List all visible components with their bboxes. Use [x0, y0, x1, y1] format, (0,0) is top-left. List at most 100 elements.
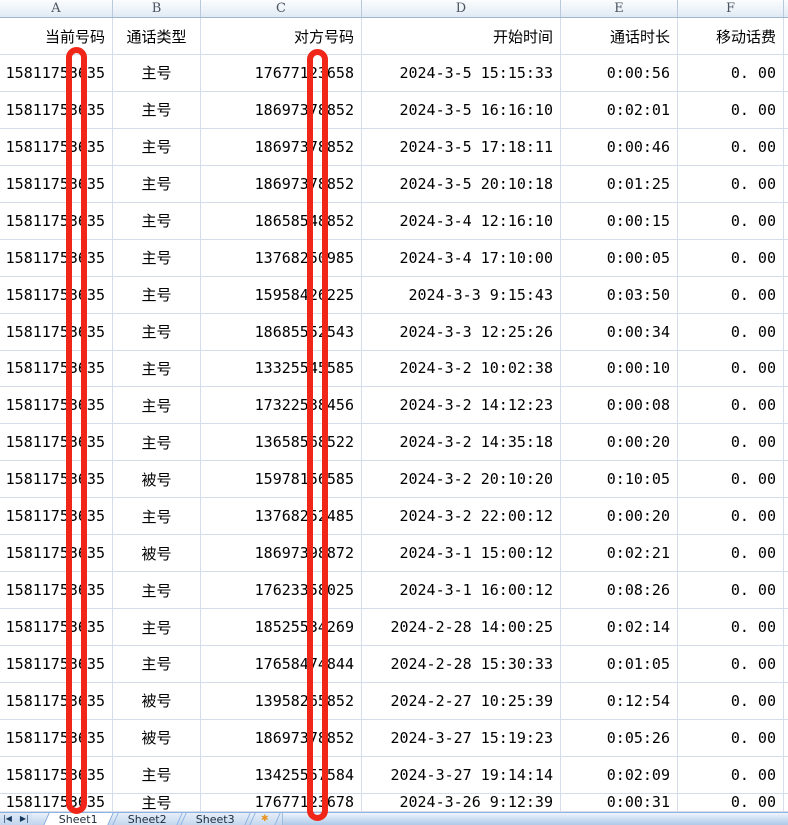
cell-start-time[interactable]: 2024-3-4 12:16:10	[362, 202, 561, 240]
cell-duration[interactable]: 0:00:20	[561, 424, 678, 462]
cell-current-number[interactable]: 15811753635	[0, 646, 113, 683]
cell-current-number[interactable]: 15811753635	[0, 202, 113, 240]
cell-start-time[interactable]: 2024-3-27 15:19:23	[362, 719, 561, 757]
cell-fee[interactable]: 0. 00	[678, 313, 784, 351]
cell-duration[interactable]: 0:00:56	[561, 55, 678, 92]
cell-start-time[interactable]: 2024-3-5 16:16:10	[362, 91, 561, 129]
cell-start-time[interactable]: 2024-3-2 14:12:23	[362, 387, 561, 425]
cell-other-number[interactable]: 13958265852	[201, 682, 362, 720]
cell-other-number[interactable]: 17658474844	[201, 646, 362, 683]
cell-duration[interactable]: 0:00:31	[561, 793, 678, 812]
tab-sheet1[interactable]: Sheet1	[43, 813, 114, 825]
cell-other-number[interactable]: 18525534269	[201, 609, 362, 646]
cell-duration[interactable]: 0:00:20	[561, 498, 678, 536]
cell-fee[interactable]: 0. 00	[678, 719, 784, 757]
cell-other-number[interactable]: 17623358025	[201, 572, 362, 610]
cell-call-type[interactable]: 主号	[113, 202, 201, 240]
cell-fee[interactable]: 0. 00	[678, 609, 784, 646]
cell-start-time[interactable]: 2024-3-2 10:02:38	[362, 350, 561, 388]
cell-fee[interactable]: 0. 00	[678, 165, 784, 203]
cell-start-time[interactable]: 2024-3-2 14:35:18	[362, 424, 561, 462]
cell-start-time[interactable]: 2024-3-5 20:10:18	[362, 165, 561, 203]
cell-start-time[interactable]: 2024-3-1 15:00:12	[362, 535, 561, 573]
cell-duration[interactable]: 0:01:05	[561, 646, 678, 683]
cell-other-number[interactable]: 18685552543	[201, 313, 362, 351]
column-header-c[interactable]: C	[201, 0, 362, 17]
cell-current-number[interactable]: 15811753635	[0, 682, 113, 720]
cell-duration[interactable]: 0:02:09	[561, 756, 678, 794]
cell-current-number[interactable]: 15811753635	[0, 719, 113, 757]
cell-start-time[interactable]: 2024-3-3 9:15:43	[362, 276, 561, 314]
cell-fee[interactable]: 0. 00	[678, 572, 784, 610]
cell-other-number[interactable]: 17677123658	[201, 55, 362, 92]
cell-current-number[interactable]: 15811753635	[0, 239, 113, 277]
cell-current-number[interactable]: 15811753635	[0, 609, 113, 646]
tab-scroll-last-icon[interactable]: ▶|	[19, 814, 29, 823]
cell-duration[interactable]: 0:02:14	[561, 609, 678, 646]
cell-duration[interactable]: 0:00:10	[561, 350, 678, 388]
cell-current-number[interactable]: 15811753635	[0, 793, 113, 812]
tab-sheet2[interactable]: Sheet2	[111, 813, 183, 825]
cell-start-time[interactable]: 2024-3-3 12:25:26	[362, 313, 561, 351]
cell-current-number[interactable]: 15811753635	[0, 350, 113, 388]
cell-other-number[interactable]: 18697378852	[201, 91, 362, 129]
cell-start-time[interactable]: 2024-3-26 9:12:39	[362, 793, 561, 812]
cell-fee[interactable]: 0. 00	[678, 350, 784, 388]
cell-other-number[interactable]: 18697378852	[201, 165, 362, 203]
cell-current-number[interactable]: 15811753635	[0, 498, 113, 536]
cell-other-number[interactable]: 13658568522	[201, 424, 362, 462]
cell-duration[interactable]: 0:10:05	[561, 461, 678, 499]
cell-other-number[interactable]: 17322538456	[201, 387, 362, 425]
cell-call-type[interactable]: 被号	[113, 535, 201, 573]
cell-duration[interactable]: 0:00:08	[561, 387, 678, 425]
field-header-start-time[interactable]: 开始时间	[362, 18, 561, 55]
cell-call-type[interactable]: 主号	[113, 313, 201, 351]
cell-other-number[interactable]: 13768250985	[201, 239, 362, 277]
cell-start-time[interactable]: 2024-3-5 15:15:33	[362, 55, 561, 92]
cell-call-type[interactable]: 主号	[113, 646, 201, 683]
horizontal-scrollbar[interactable]	[281, 813, 788, 825]
cell-current-number[interactable]: 15811753635	[0, 756, 113, 794]
cell-call-type[interactable]: 被号	[113, 719, 201, 757]
cell-start-time[interactable]: 2024-3-5 17:18:11	[362, 128, 561, 166]
cell-current-number[interactable]: 15811753635	[0, 55, 113, 92]
cell-other-number[interactable]: 18658548852	[201, 202, 362, 240]
cell-current-number[interactable]: 15811753635	[0, 128, 113, 166]
field-header-current-number[interactable]: 当前号码	[0, 18, 113, 55]
cell-current-number[interactable]: 15811753635	[0, 276, 113, 314]
cell-call-type[interactable]: 主号	[113, 55, 201, 92]
field-header-other-number[interactable]: 对方号码	[201, 18, 362, 55]
cell-call-type[interactable]: 主号	[113, 128, 201, 166]
cell-other-number[interactable]: 15978156585	[201, 461, 362, 499]
cell-other-number[interactable]: 17677123678	[201, 793, 362, 812]
cell-duration[interactable]: 0:00:05	[561, 239, 678, 277]
cell-current-number[interactable]: 15811753635	[0, 387, 113, 425]
cell-other-number[interactable]: 18697398872	[201, 535, 362, 573]
cell-fee[interactable]: 0. 00	[678, 239, 784, 277]
cell-duration[interactable]: 0:01:25	[561, 165, 678, 203]
insert-worksheet-button[interactable]: ✱	[249, 813, 281, 825]
cell-call-type[interactable]: 主号	[113, 91, 201, 129]
cell-call-type[interactable]: 主号	[113, 350, 201, 388]
cell-duration[interactable]: 0:02:21	[561, 535, 678, 573]
cell-call-type[interactable]: 主号	[113, 756, 201, 794]
cell-call-type[interactable]: 主号	[113, 239, 201, 277]
cell-call-type[interactable]: 主号	[113, 793, 201, 812]
cell-fee[interactable]: 0. 00	[678, 682, 784, 720]
cell-start-time[interactable]: 2024-3-2 22:00:12	[362, 498, 561, 536]
cell-call-type[interactable]: 主号	[113, 165, 201, 203]
cell-fee[interactable]: 0. 00	[678, 387, 784, 425]
cell-duration[interactable]: 0:00:15	[561, 202, 678, 240]
cell-call-type[interactable]: 主号	[113, 609, 201, 646]
cell-call-type[interactable]: 被号	[113, 461, 201, 499]
cell-start-time[interactable]: 2024-2-27 10:25:39	[362, 682, 561, 720]
column-header-a[interactable]: A	[0, 0, 113, 17]
column-header-f[interactable]: F	[678, 0, 784, 17]
cell-fee[interactable]: 0. 00	[678, 646, 784, 683]
cell-other-number[interactable]: 18697378852	[201, 128, 362, 166]
cell-current-number[interactable]: 15811753635	[0, 91, 113, 129]
cell-current-number[interactable]: 15811753635	[0, 572, 113, 610]
cell-current-number[interactable]: 15811753635	[0, 424, 113, 462]
cell-start-time[interactable]: 2024-2-28 14:00:25	[362, 609, 561, 646]
field-header-duration[interactable]: 通话时长	[561, 18, 678, 55]
